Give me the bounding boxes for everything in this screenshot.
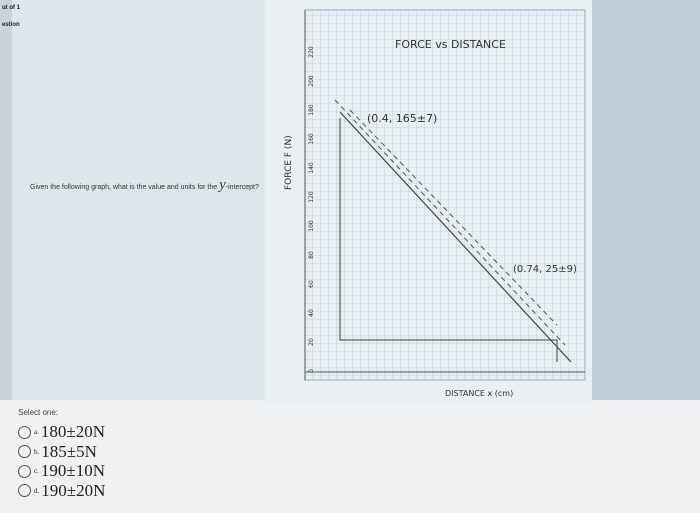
limit-line bbox=[334, 99, 566, 346]
best-fit-line bbox=[339, 111, 572, 363]
prompt: Select one: bbox=[18, 408, 59, 417]
question-label: estion bbox=[2, 22, 20, 28]
question-text: Given the following graph, what is the v… bbox=[30, 184, 220, 191]
radio[interactable] bbox=[18, 425, 31, 439]
y-tick-label: 160 bbox=[308, 133, 315, 145]
annotation: (0.4, 165±7) bbox=[367, 112, 437, 125]
y-tick-label: 80 bbox=[308, 251, 315, 259]
option[interactable]: c. 190±10N bbox=[18, 461, 105, 481]
question-suffix: -intercept? bbox=[225, 184, 259, 191]
variable: y bbox=[219, 177, 226, 193]
y-tick-label: 140 bbox=[308, 162, 315, 174]
question: Given the following graph, what is the v… bbox=[30, 177, 259, 194]
graph-title: FORCE vs DISTANCE bbox=[395, 38, 506, 51]
answer-panel bbox=[0, 400, 700, 513]
question-panel bbox=[12, 0, 267, 400]
progress: ut of 1 bbox=[2, 5, 20, 11]
option[interactable]: b. 185±5N bbox=[18, 442, 97, 462]
graph: FORCE vs DISTANCE (0.4, 165±7) (0.74, 25… bbox=[265, 0, 592, 405]
y-tick-label: 40 bbox=[308, 309, 315, 317]
y-tick-label: 60 bbox=[308, 280, 315, 288]
y-tick-label: 20 bbox=[308, 338, 315, 346]
option-letter: c. bbox=[34, 467, 39, 475]
radio[interactable] bbox=[18, 464, 31, 478]
y-tick-label: 120 bbox=[308, 191, 315, 203]
grid bbox=[304, 9, 586, 381]
radio[interactable] bbox=[18, 445, 31, 458]
x-axis-label: DISTANCE x (cm) bbox=[445, 389, 513, 398]
y-tick-label: 0 bbox=[308, 369, 315, 373]
option-text: 180±20N bbox=[40, 422, 105, 441]
option-letter: b. bbox=[34, 447, 40, 456]
limit-line bbox=[349, 109, 558, 326]
option-text: 190±10N bbox=[40, 461, 105, 480]
option[interactable]: a. 180±20N bbox=[18, 422, 105, 442]
y-tick-label: 200 bbox=[308, 75, 315, 87]
annotation: (0.74, 25±9) bbox=[513, 264, 577, 275]
construction-lines bbox=[339, 118, 558, 362]
background bbox=[592, 0, 700, 400]
y-tick-label: 100 bbox=[308, 220, 315, 232]
radio[interactable] bbox=[18, 484, 31, 497]
option[interactable]: d. 190±20N bbox=[18, 481, 105, 501]
y-axis-label: FORCE F (N) bbox=[284, 135, 294, 190]
option-text: 185±5N bbox=[41, 441, 97, 461]
option-letter: d. bbox=[34, 486, 40, 495]
option-text: 190±20N bbox=[41, 480, 106, 500]
y-tick-label: 180 bbox=[308, 104, 315, 116]
option-letter: a. bbox=[34, 428, 39, 436]
y-tick-label: 220 bbox=[308, 46, 315, 58]
